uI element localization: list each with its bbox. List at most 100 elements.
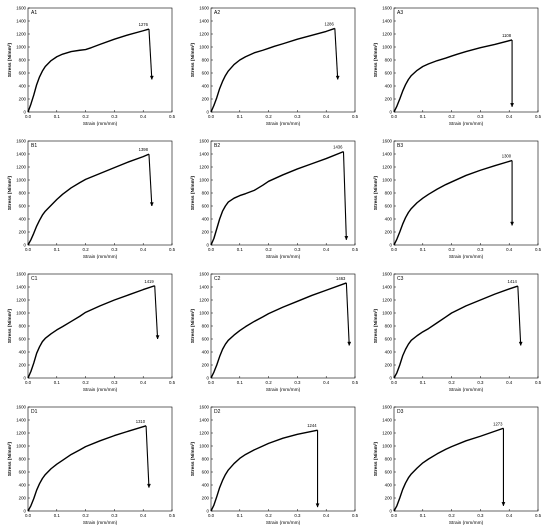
stress-strain-curve — [393, 285, 519, 379]
y-tick-label: 1600 — [199, 139, 209, 144]
x-tick-label: 0.1 — [54, 114, 61, 119]
x-tick-label: 0.0 — [25, 114, 32, 119]
x-tick-label: 0.1 — [237, 247, 244, 252]
x-axis-label: Strain (mm/mm) — [449, 254, 484, 260]
y-tick-label: 1600 — [16, 405, 26, 410]
y-tick-label: 1600 — [16, 6, 26, 11]
panel-label: A3 — [397, 10, 403, 16]
y-tick-label: 1400 — [16, 19, 26, 24]
y-tick-label: 1600 — [16, 139, 26, 144]
x-tick-label: 0.5 — [535, 380, 542, 385]
fracture-arrow-icon — [315, 503, 320, 508]
y-tick-label: 1400 — [382, 285, 392, 290]
peak-stress-label: 1108 — [502, 33, 512, 38]
x-tick-label: 0.4 — [323, 114, 330, 119]
stress-strain-curve — [210, 151, 344, 246]
x-tick-label: 0.0 — [208, 114, 215, 119]
x-tick-label: 0.3 — [294, 380, 301, 385]
plot-frame — [210, 140, 356, 246]
y-tick-label: 200 — [202, 97, 210, 102]
x-axis-label: Strain (mm/mm) — [266, 254, 301, 260]
x-axis-label: Strain (mm/mm) — [83, 520, 118, 526]
y-tick-label: 0 — [207, 509, 210, 514]
y-tick-label: 800 — [202, 457, 210, 462]
y-tick-label: 1000 — [382, 45, 392, 50]
x-tick-label: 0.5 — [169, 247, 176, 252]
y-tick-label: 800 — [19, 191, 27, 196]
y-tick-label: 0 — [390, 376, 393, 381]
y-axis-label: Stress (N/mm²) — [7, 309, 13, 344]
panel-label: C2 — [214, 276, 221, 282]
x-tick-label: 0.1 — [54, 247, 61, 252]
chart-panel-c3: 0 200 400 600 800 1000 1200 1400 1600 0.0 0.1 0.2 0.… — [366, 266, 549, 398]
x-tick-label: 0.1 — [420, 247, 427, 252]
y-tick-label: 600 — [19, 337, 27, 342]
chart-svg: 0 200 400 600 800 1000 1200 1400 1600 0.0 0.1 0.2 0.… — [190, 272, 359, 393]
x-axis-label: Strain (mm/mm) — [449, 121, 484, 127]
x-tick-label: 0.2 — [266, 247, 273, 252]
y-tick-label: 800 — [19, 324, 27, 329]
y-tick-label: 1200 — [199, 298, 209, 303]
chart-svg: 0 200 400 600 800 1000 1200 1400 1600 0.0 0.1 0.2 0.… — [190, 405, 359, 526]
chart-panel-a1: 0 200 400 600 800 1000 1200 1400 1600 0.0 0.1 0.2 0.… — [0, 0, 183, 132]
chart-panel-b1: 0 200 400 600 800 1000 1200 1400 1600 0.0 0.1 0.2 0.… — [0, 133, 183, 265]
chart-svg: 0 200 400 600 800 1000 1200 1400 1600 0.0 0.1 0.2 0.… — [7, 139, 176, 260]
y-tick-label: 1000 — [382, 311, 392, 316]
stress-strain-curve — [210, 429, 318, 512]
y-tick-label: 600 — [202, 204, 210, 209]
y-tick-label: 1600 — [382, 405, 392, 410]
panel-label: A1 — [31, 10, 37, 16]
chart-panel-c1: 0 200 400 600 800 1000 1200 1400 1600 0.0 0.1 0.2 0.… — [0, 266, 183, 398]
y-tick-label: 0 — [24, 509, 27, 514]
peak-stress-label: 1244 — [307, 423, 317, 428]
x-tick-label: 0.3 — [477, 513, 484, 518]
y-tick-label: 200 — [385, 230, 393, 235]
stress-strain-curve — [27, 28, 150, 113]
y-tick-label: 200 — [19, 230, 27, 235]
y-tick-label: 800 — [385, 191, 393, 196]
x-tick-label: 0.4 — [140, 513, 147, 518]
x-tick-label: 0.2 — [83, 114, 90, 119]
plot-frame — [393, 406, 539, 512]
y-tick-label: 1200 — [16, 431, 26, 436]
fracture-drop-line — [342, 151, 347, 240]
panel-label: C1 — [31, 276, 38, 282]
y-tick-label: 1400 — [382, 418, 392, 423]
y-tick-label: 200 — [19, 363, 27, 368]
y-tick-label: 600 — [202, 470, 210, 475]
x-tick-label: 0.2 — [449, 247, 456, 252]
stress-strain-curve — [393, 39, 513, 113]
peak-stress-label: 1300 — [502, 154, 512, 159]
y-tick-label: 1000 — [199, 311, 209, 316]
y-axis-label: Stress (N/mm²) — [7, 176, 13, 211]
y-tick-label: 1400 — [382, 19, 392, 24]
x-tick-label: 0.5 — [352, 114, 359, 119]
chart-svg: 0 200 400 600 800 1000 1200 1400 1600 0.0 0.1 0.2 0.… — [7, 272, 176, 393]
y-axis-label: Stress (N/mm²) — [190, 442, 196, 477]
x-axis-label: Strain (mm/mm) — [83, 254, 118, 260]
x-tick-label: 0.5 — [535, 247, 542, 252]
y-tick-label: 400 — [385, 84, 393, 89]
chart-panel-a2: 0 200 400 600 800 1000 1200 1400 1600 0.0 0.1 0.2 0.… — [183, 0, 366, 132]
x-tick-label: 0.0 — [391, 513, 398, 518]
y-tick-label: 1400 — [16, 285, 26, 290]
x-tick-label: 0.4 — [506, 513, 513, 518]
peak-stress-label: 1436 — [333, 145, 343, 150]
x-tick-label: 0.3 — [294, 114, 301, 119]
y-tick-label: 1600 — [382, 6, 392, 11]
y-tick-label: 0 — [24, 376, 27, 381]
x-tick-label: 0.0 — [25, 247, 32, 252]
x-tick-label: 0.1 — [420, 513, 427, 518]
y-tick-label: 1400 — [199, 285, 209, 290]
plot-frame — [393, 7, 539, 113]
chart-panel-d2: 0 200 400 600 800 1000 1200 1400 1600 0.0 0.1 0.2 0.… — [183, 399, 366, 531]
y-tick-label: 800 — [202, 324, 210, 329]
y-tick-label: 0 — [207, 243, 210, 248]
y-tick-label: 0 — [390, 110, 393, 115]
x-axis-label: Strain (mm/mm) — [266, 520, 301, 526]
x-axis-label: Strain (mm/mm) — [83, 387, 118, 393]
y-axis-label: Stress (N/mm²) — [190, 176, 196, 211]
x-tick-label: 0.0 — [25, 380, 32, 385]
x-tick-label: 0.4 — [323, 513, 330, 518]
